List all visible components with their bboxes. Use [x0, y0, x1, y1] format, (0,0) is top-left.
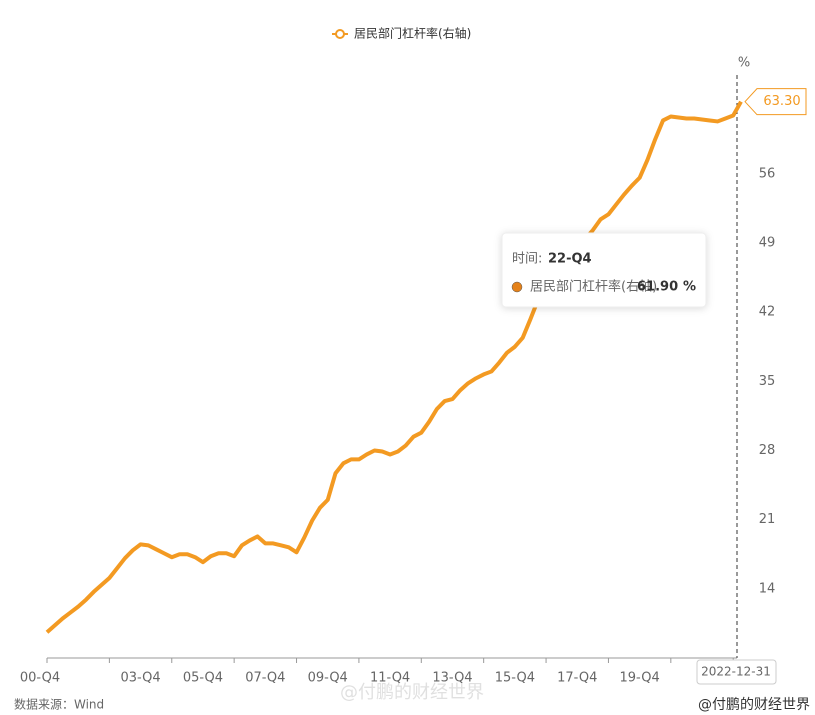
y-tick-label: 42	[759, 305, 776, 320]
y-tick-label: 28	[759, 443, 776, 458]
y-tick-label: 35	[759, 374, 776, 389]
tooltip-time-label: 时间:	[512, 252, 542, 267]
x-tick-label: 17-Q4	[557, 671, 597, 686]
x-tick-label: 05-Q4	[183, 671, 223, 686]
x-tick-label: 19-Q4	[620, 671, 660, 686]
legend[interactable]: 居民部门杠杆率(右轴)	[332, 26, 471, 41]
end-label: 63.30	[763, 94, 800, 109]
tooltip-box	[501, 232, 707, 308]
x-tick-label: 03-Q4	[120, 671, 160, 686]
x-tick-label: 07-Q4	[245, 671, 285, 686]
data-source: 数据来源：Wind	[14, 697, 104, 712]
tooltip-marker	[511, 281, 523, 293]
watermark: @付鹏的财经世界	[340, 682, 484, 703]
x-tick-label: 13-Q4	[432, 671, 472, 686]
credit: @付鹏的财经世界	[698, 697, 810, 713]
x-tick-label: 11-Q4	[370, 671, 410, 686]
y-tick-label: 14	[759, 581, 776, 596]
y-unit: %	[738, 56, 750, 71]
tooltip-value: 61.90	[637, 280, 678, 295]
y-tick-label: 56	[759, 166, 776, 181]
crosshair-label: 2022-12-31	[701, 665, 771, 679]
legend-icon	[335, 29, 345, 39]
tooltip-unit: %	[683, 280, 696, 295]
tooltip-category: 22-Q4	[548, 252, 592, 267]
line	[45, 100, 743, 634]
x-tick-label: 09-Q4	[308, 671, 348, 686]
y-tick-label: 49	[759, 235, 776, 250]
crosshair-label-box	[696, 659, 777, 685]
x-tick-label: 00-Q4	[20, 671, 60, 686]
end-label-box	[744, 88, 807, 116]
y-tick-label: 21	[759, 512, 776, 527]
x-tick-label: 15-Q4	[495, 671, 535, 686]
legend-label: 居民部门杠杆率(右轴)	[354, 26, 471, 41]
tooltip-series-name: 居民部门杠杆率(右轴)	[530, 279, 657, 295]
